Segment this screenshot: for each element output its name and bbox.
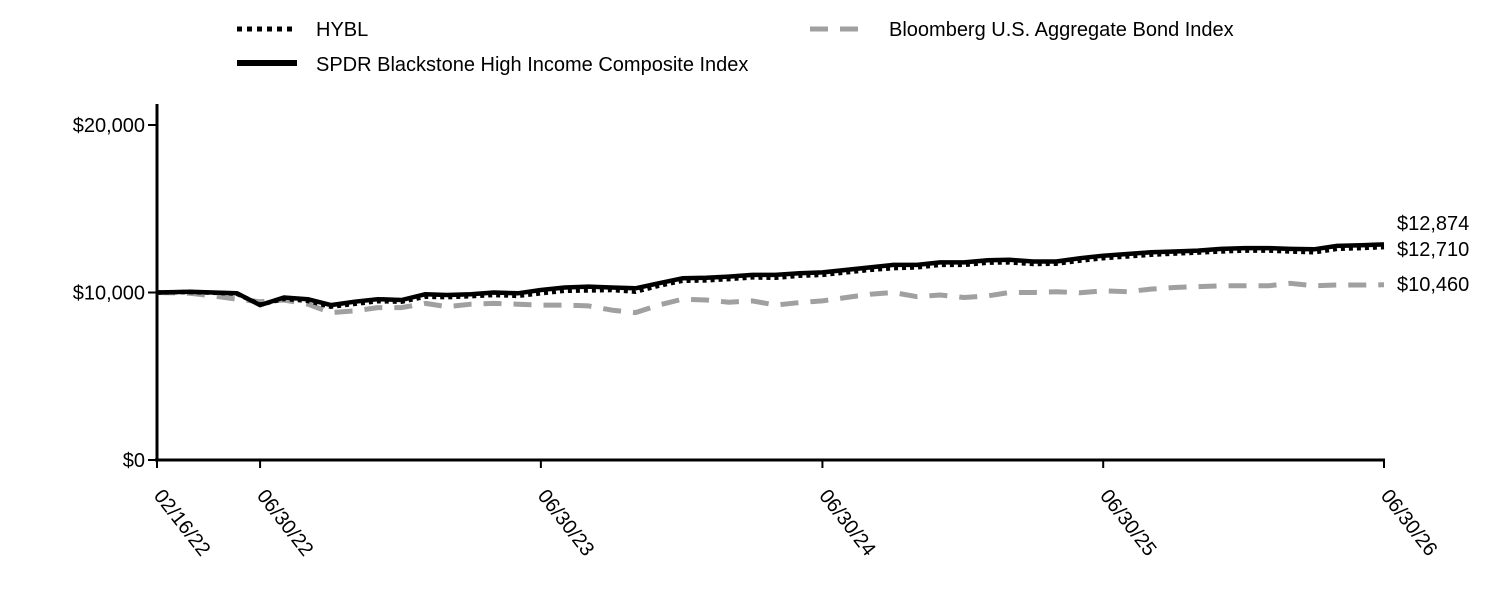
legend-label-hybl: HYBL <box>316 19 368 41</box>
x-ticks: 02/16/22 06/30/22 06/30/23 06/30/24 06/30/25… <box>149 460 1441 560</box>
legend-label-spdr: SPDR Blackstone High Income Composite In… <box>316 54 748 76</box>
x-tick-label-0: 02/16/22 <box>149 486 214 561</box>
x-tick-label-3: 06/30/24 <box>814 486 879 561</box>
x-tick-label-1: 06/30/22 <box>252 486 317 561</box>
legend-item-spdr: SPDR Blackstone High Income Composite In… <box>237 54 748 76</box>
series-lines <box>156 242 1385 316</box>
x-tick-label-4: 06/30/25 <box>1095 486 1160 561</box>
legend-item-bloomberg: Bloomberg U.S. Aggregate Bond Index <box>810 19 1234 41</box>
y-tick-label-0: $0 <box>123 450 145 472</box>
end-label-1: $12,874 <box>1397 213 1469 235</box>
end-label-0: $12,710 <box>1397 239 1469 261</box>
x-tick-label-2: 06/30/23 <box>533 486 598 561</box>
y-tick-label-1: $10,000 <box>73 283 145 305</box>
y-ticks: $0 $10,000 $20,000 <box>73 115 157 472</box>
legend: HYBL SPDR Blackstone High Income Composi… <box>237 19 1234 76</box>
end-label-2: $10,460 <box>1397 274 1469 296</box>
series-line-0 <box>156 244 1385 309</box>
y-tick-label-2: $20,000 <box>73 115 145 137</box>
end-labels: $12,710 $12,874 $10,460 <box>1397 213 1469 296</box>
series-line-2 <box>156 280 1385 316</box>
legend-item-hybl: HYBL <box>237 19 368 41</box>
legend-label-bloomberg: Bloomberg U.S. Aggregate Bond Index <box>889 19 1234 41</box>
x-tick-label-5: 06/30/26 <box>1376 486 1441 561</box>
